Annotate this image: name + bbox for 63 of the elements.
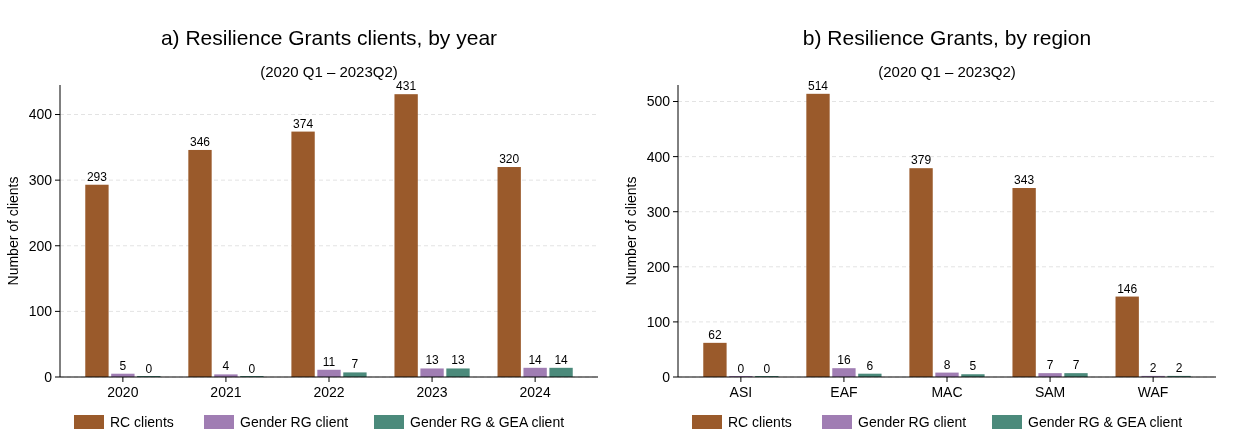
y-tick-label: 0 (44, 368, 53, 385)
legend-label: Gender RG client (858, 414, 967, 430)
chart-title: b) Resilience Grants, by region (802, 26, 1092, 49)
legend-label: Gender RG & GEA client (1028, 414, 1183, 430)
data-label: 293 (86, 169, 108, 184)
data-label: 7 (351, 357, 359, 372)
data-label: 2 (1149, 360, 1157, 375)
data-label: 8 (943, 357, 951, 372)
x-tick-label: 2023 (416, 384, 448, 400)
chart-subtitle: (2020 Q1 – 2023Q2) (260, 63, 398, 80)
legend-label: RC clients (110, 414, 174, 430)
data-label: 0 (737, 362, 745, 376)
y-tick-label: 200 (28, 237, 53, 254)
data-label: 7 (1072, 358, 1080, 373)
y-tick-label: 100 (28, 303, 53, 320)
x-tick-label: 2020 (107, 384, 139, 400)
x-tick-label: ASI (729, 384, 753, 400)
legend-label: RC clients (728, 414, 792, 430)
data-label: 16 (837, 353, 851, 368)
data-label: 2 (1175, 360, 1183, 375)
data-label: 346 (189, 134, 211, 149)
x-tick-label: EAF (830, 384, 858, 400)
x-tick-label: MAC (931, 384, 963, 400)
data-label: 514 (807, 78, 829, 93)
data-label: 374 (293, 116, 314, 131)
data-label: 343 (1014, 173, 1035, 188)
data-label: 431 (396, 79, 417, 94)
y-tick-label: 0 (662, 368, 671, 385)
data-label: 379 (911, 153, 932, 168)
data-label: 13 (451, 353, 465, 368)
x-tick-label: SAM (1034, 384, 1066, 400)
data-label: 13 (425, 353, 440, 368)
x-tick-label: WAF (1137, 384, 1169, 400)
data-label: 320 (499, 152, 520, 167)
data-label: 7 (1046, 358, 1054, 373)
x-tick-label: 2024 (519, 384, 551, 400)
data-label: 146 (1117, 281, 1138, 296)
data-label: 5 (969, 359, 977, 374)
y-tick-label: 300 (646, 203, 671, 220)
y-tick-label: 300 (28, 172, 53, 189)
legend-label: Gender RG client (240, 414, 349, 430)
y-axis-title: Number of clients (5, 176, 21, 286)
data-label: 0 (248, 362, 256, 376)
data-label: 0 (763, 362, 771, 376)
y-axis-title: Number of clients (623, 176, 639, 286)
y-tick-label: 400 (28, 106, 53, 123)
legend-label: Gender RG & GEA client (410, 414, 565, 430)
data-label: 6 (866, 358, 874, 373)
chart-title: a) Resilience Grants clients, by year (160, 26, 498, 49)
y-tick-label: 100 (646, 313, 671, 330)
data-label: 11 (322, 354, 336, 369)
x-tick-label: 2022 (313, 384, 345, 400)
data-label: 4 (222, 359, 230, 374)
data-label: 14 (528, 352, 543, 367)
data-label: 5 (119, 358, 127, 373)
chart-subtitle: (2020 Q1 – 2023Q2) (878, 63, 1016, 80)
data-label: 14 (554, 352, 569, 367)
data-label: 0 (145, 362, 153, 376)
y-tick-label: 400 (646, 148, 671, 165)
x-tick-label: 2021 (210, 384, 242, 400)
data-label: 62 (708, 327, 722, 342)
y-tick-label: 500 (646, 93, 671, 110)
y-tick-label: 200 (646, 258, 671, 275)
